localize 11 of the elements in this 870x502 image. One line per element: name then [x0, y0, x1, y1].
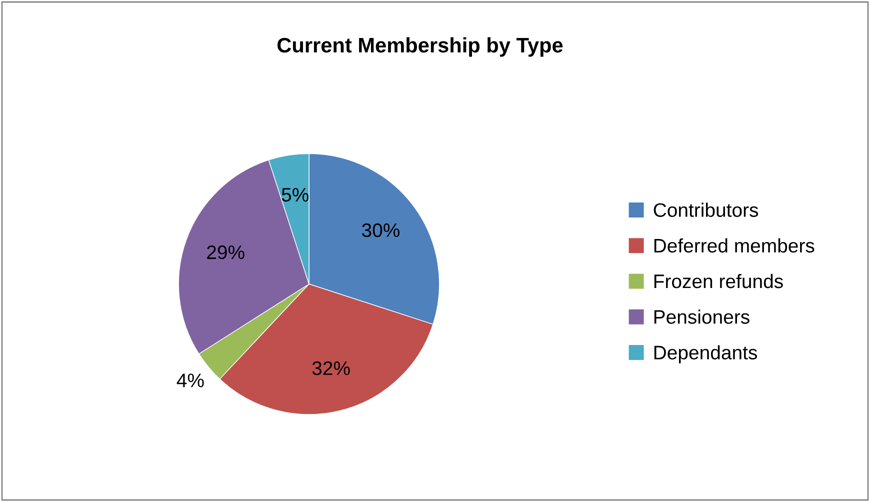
legend-label: Deferred members — [654, 238, 814, 253]
legend-label: Pensioners — [654, 310, 750, 324]
data-label: 32% — [312, 361, 350, 376]
chart-title: Current Membership by Type — [278, 37, 563, 57]
data-label: 5% — [282, 188, 308, 202]
legend-label: Contributors — [654, 202, 758, 217]
legend-label: Dependants — [654, 345, 757, 364]
data-label: 30% — [362, 223, 400, 238]
data-label: 4% — [176, 374, 204, 388]
data-label: 29% — [207, 245, 244, 260]
legend-label: Frozen refunds — [654, 274, 783, 288]
